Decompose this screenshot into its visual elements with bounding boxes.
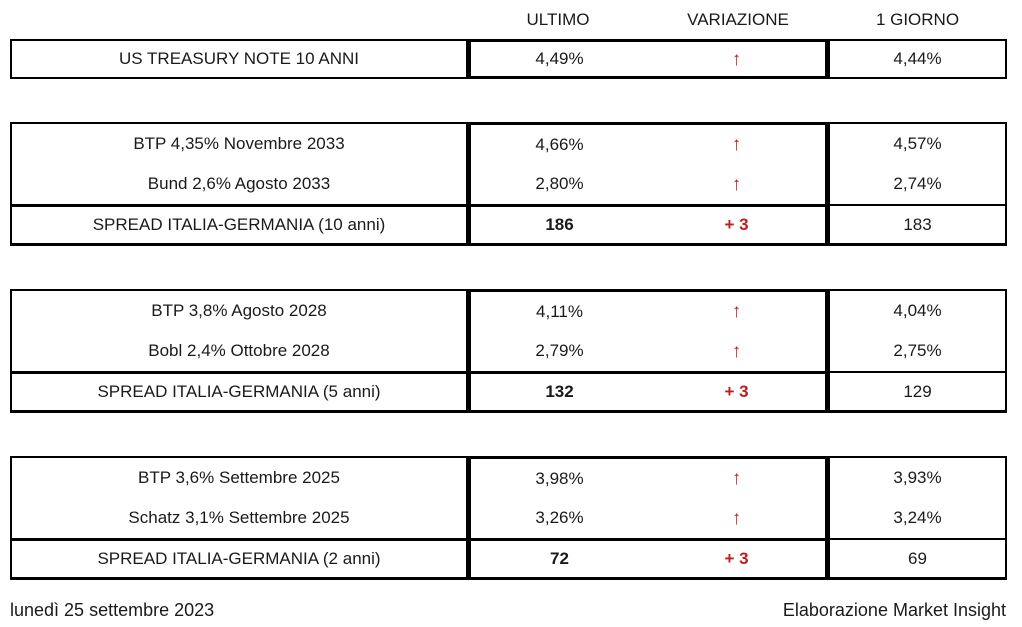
- spread-variazione-value: + 3: [724, 382, 749, 401]
- bond-1giorno-value: 4,57%: [893, 134, 942, 153]
- spread-row-2-anni: SPREAD ITALIA-GERMANIA (2 anni) 72 + 3 6…: [10, 538, 1007, 580]
- up-arrow-icon: ↑: [731, 340, 742, 362]
- spread-row-10-anni: SPREAD ITALIA-GERMANIA (10 anni) 186 + 3…: [10, 204, 1007, 246]
- date-label: lunedì 25 settembre 2023: [10, 600, 215, 620]
- spread-ultimo-value: 132: [545, 382, 574, 401]
- bond-ultimo-value: 2,80%: [535, 174, 584, 194]
- column-header-variazione: VARIAZIONE: [687, 10, 789, 29]
- bond-1giorno-value: 4,44%: [893, 49, 942, 68]
- header-spacer: [10, 8, 468, 32]
- footer: lunedì 25 settembre 2023 Elaborazione Ma…: [10, 600, 1007, 621]
- bond-ultimo-value: 2,79%: [535, 341, 584, 361]
- bond-1giorno-value: 3,93%: [893, 468, 942, 487]
- spread-row-5-anni: SPREAD ITALIA-GERMANIA (5 anni) 132 + 3 …: [10, 371, 1007, 413]
- up-arrow-icon: ↑: [731, 468, 742, 490]
- spread-ultimo-value: 186: [545, 215, 574, 234]
- spread-1giorno-value: 69: [908, 548, 927, 568]
- bond-rows-5-anni: BTP 3,8% Agosto 2028 Bobl 2,4% Ottobre 2…: [10, 289, 1007, 371]
- spread-label: SPREAD ITALIA-GERMANIA (10 anni): [92, 215, 386, 234]
- section-us-treasury: US TREASURY NOTE 10 ANNI 4,49% ↑ 4,44%: [10, 39, 1007, 79]
- bond-rows-10-anni: BTP 4,35% Novembre 2033 Bund 2,6% Agosto…: [10, 122, 1007, 204]
- bond-ultimo-value: 4,11%: [536, 301, 583, 321]
- section-2-anni: BTP 3,6% Settembre 2025 Schatz 3,1% Sett…: [10, 456, 1007, 580]
- spread-1giorno-value: 183: [903, 214, 932, 234]
- bond-1giorno-value: 3,24%: [893, 508, 942, 527]
- bond-label: Bobl 2,4% Ottobre 2028: [148, 341, 330, 360]
- up-arrow-icon: ↑: [731, 173, 742, 195]
- bond-1giorno-value: 4,04%: [893, 301, 942, 320]
- section-10-anni: BTP 4,35% Novembre 2033 Bund 2,6% Agosto…: [10, 122, 1007, 246]
- section-5-anni: BTP 3,8% Agosto 2028 Bobl 2,4% Ottobre 2…: [10, 289, 1007, 413]
- spread-1giorno-value: 129: [903, 381, 932, 401]
- bond-ultimo-value: 4,66%: [535, 134, 584, 154]
- credit-label: Elaborazione Market Insight: [782, 600, 1006, 620]
- spread-variazione-value: + 3: [724, 549, 749, 568]
- column-header-1giorno: 1 GIORNO: [875, 10, 960, 29]
- bond-ultimo-value: 3,26%: [535, 508, 584, 528]
- bond-label: BTP 3,8% Agosto 2028: [151, 301, 327, 320]
- bond-ultimo-value: 3,98%: [535, 468, 584, 488]
- bond-1giorno-value: 2,75%: [893, 341, 942, 360]
- bond-label: BTP 3,6% Settembre 2025: [138, 468, 340, 487]
- bond-label: Bund 2,6% Agosto 2033: [147, 174, 331, 193]
- column-header-ultimo: ULTIMO: [526, 10, 590, 29]
- bond-ultimo-value: 4,49%: [535, 49, 584, 68]
- table-header-row: ULTIMO VARIAZIONE 1 GIORNO: [10, 8, 1007, 32]
- up-arrow-icon: ↑: [731, 48, 742, 70]
- up-arrow-icon: ↑: [731, 507, 742, 529]
- spread-ultimo-value: 72: [550, 549, 569, 568]
- bond-label: BTP 4,35% Novembre 2033: [133, 134, 345, 153]
- bond-label: US TREASURY NOTE 10 ANNI: [119, 49, 359, 68]
- bond-rows-2-anni: BTP 3,6% Settembre 2025 Schatz 3,1% Sett…: [10, 456, 1007, 538]
- bond-row-us-treasury: US TREASURY NOTE 10 ANNI 4,49% ↑ 4,44%: [10, 39, 1007, 79]
- bond-1giorno-value: 2,74%: [893, 174, 942, 193]
- up-arrow-icon: ↑: [731, 134, 742, 156]
- spread-variazione-value: + 3: [724, 215, 749, 234]
- spread-label: SPREAD ITALIA-GERMANIA (2 anni): [97, 549, 381, 568]
- up-arrow-icon: ↑: [731, 301, 742, 323]
- bond-label: Schatz 3,1% Settembre 2025: [128, 508, 350, 527]
- spread-label: SPREAD ITALIA-GERMANIA (5 anni): [97, 382, 381, 401]
